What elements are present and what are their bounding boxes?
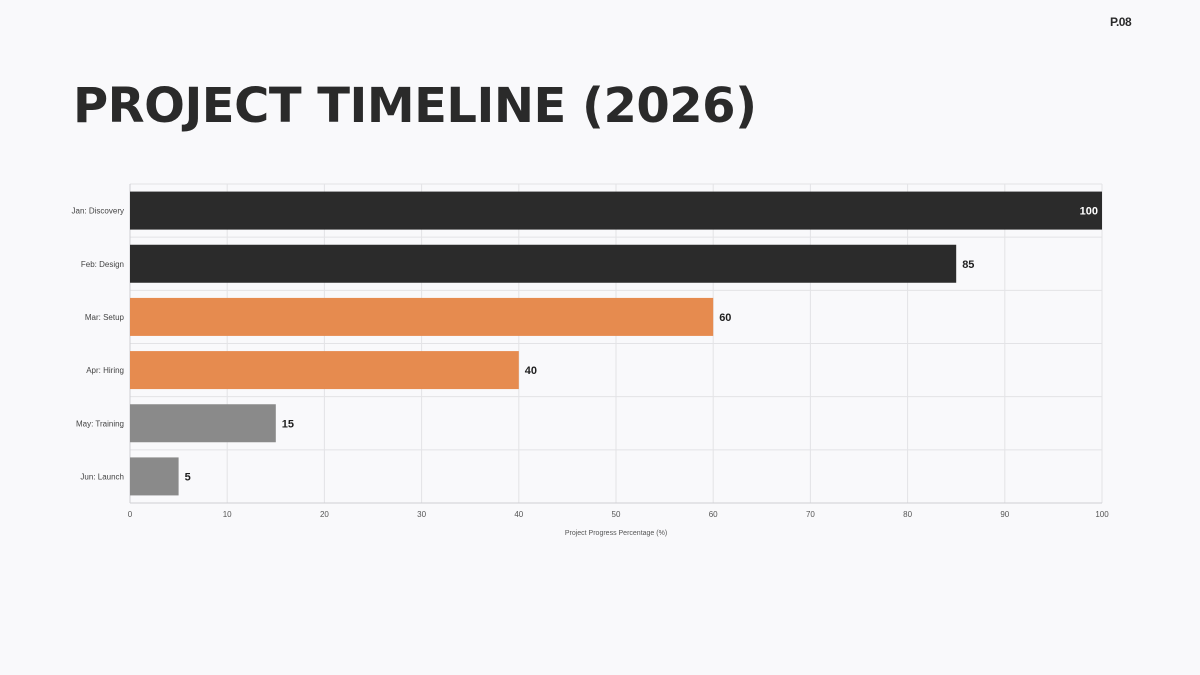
bar (130, 297, 714, 336)
x-tick-label: 0 (128, 510, 133, 519)
x-axis-title: Project Progress Percentage (%) (565, 530, 667, 537)
x-tick-label: 10 (223, 510, 232, 519)
value-label: 40 (525, 365, 537, 377)
bars (130, 191, 1102, 496)
x-tick-label: 40 (514, 510, 523, 519)
value-labels: 100 85 60 40 15 5 (185, 206, 1098, 484)
x-tick-label: 50 (612, 510, 621, 519)
x-tick-label: 80 (903, 510, 912, 519)
x-tick-label: 100 (1095, 510, 1109, 519)
value-label: 85 (962, 259, 974, 271)
x-tick-label: 90 (1000, 510, 1009, 519)
x-tick-labels: 0 10 20 30 40 50 60 70 80 90 100 (128, 510, 1109, 519)
bar (130, 404, 276, 443)
bar (130, 244, 957, 283)
category-label: Jun: Launch (80, 472, 124, 481)
category-label: Jan: Discovery (72, 207, 124, 216)
x-tick-label: 30 (417, 510, 426, 519)
x-tick-label: 70 (806, 510, 815, 519)
bar (130, 457, 179, 496)
category-label: Apr: Hiring (86, 366, 124, 375)
bar (130, 191, 1102, 230)
value-label: 60 (719, 312, 731, 324)
x-tick-label: 60 (709, 510, 718, 519)
page-number: P.08 (1110, 15, 1132, 29)
slide-title: PROJECT TIMELINE (2026) (73, 78, 757, 134)
value-label: 15 (282, 418, 294, 430)
value-label: 5 (185, 471, 191, 483)
value-label: 100 (1080, 206, 1098, 218)
bar (130, 351, 519, 390)
grid-lines (129, 183, 1103, 504)
category-label: Feb: Design (81, 260, 124, 269)
category-label: May: Training (76, 419, 124, 428)
category-label: Mar: Setup (85, 313, 125, 322)
x-tick-label: 20 (320, 510, 329, 519)
category-labels: Jan: Discovery Feb: Design Mar: Setup Apr: … (72, 207, 125, 482)
